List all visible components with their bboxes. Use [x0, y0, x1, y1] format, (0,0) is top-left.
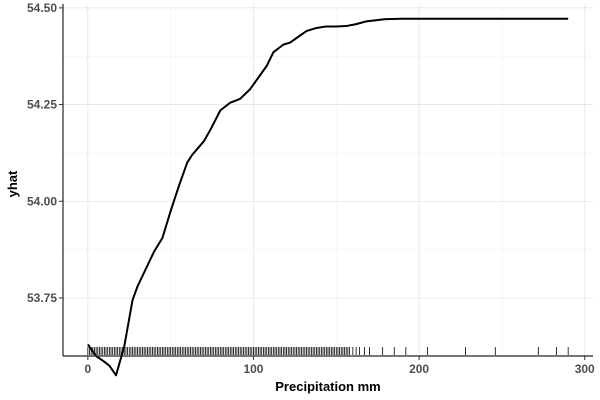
- x-tick-label: 100: [243, 362, 263, 376]
- y-tick-label: 54.00: [27, 194, 57, 208]
- y-tick-label: 54.25: [27, 98, 57, 112]
- x-axis-title: Precipitation mm: [275, 379, 380, 394]
- series-layer: [87, 17, 569, 377]
- x-tick-label: 300: [575, 362, 595, 376]
- grid: [63, 4, 593, 356]
- y-tick-label: 53.75: [27, 291, 57, 305]
- rug-layer: [87, 347, 569, 355]
- x-tick-label: 0: [85, 362, 92, 376]
- x-tick-label: 200: [409, 362, 429, 376]
- y-axis-title: yhat: [5, 170, 20, 197]
- ticks: 0 100 200 300 53.75 54.00 54.25 54.50: [27, 1, 595, 376]
- y-tick-label: 54.50: [27, 1, 57, 15]
- axes: [62, 4, 593, 357]
- series-line-0: [87, 17, 569, 377]
